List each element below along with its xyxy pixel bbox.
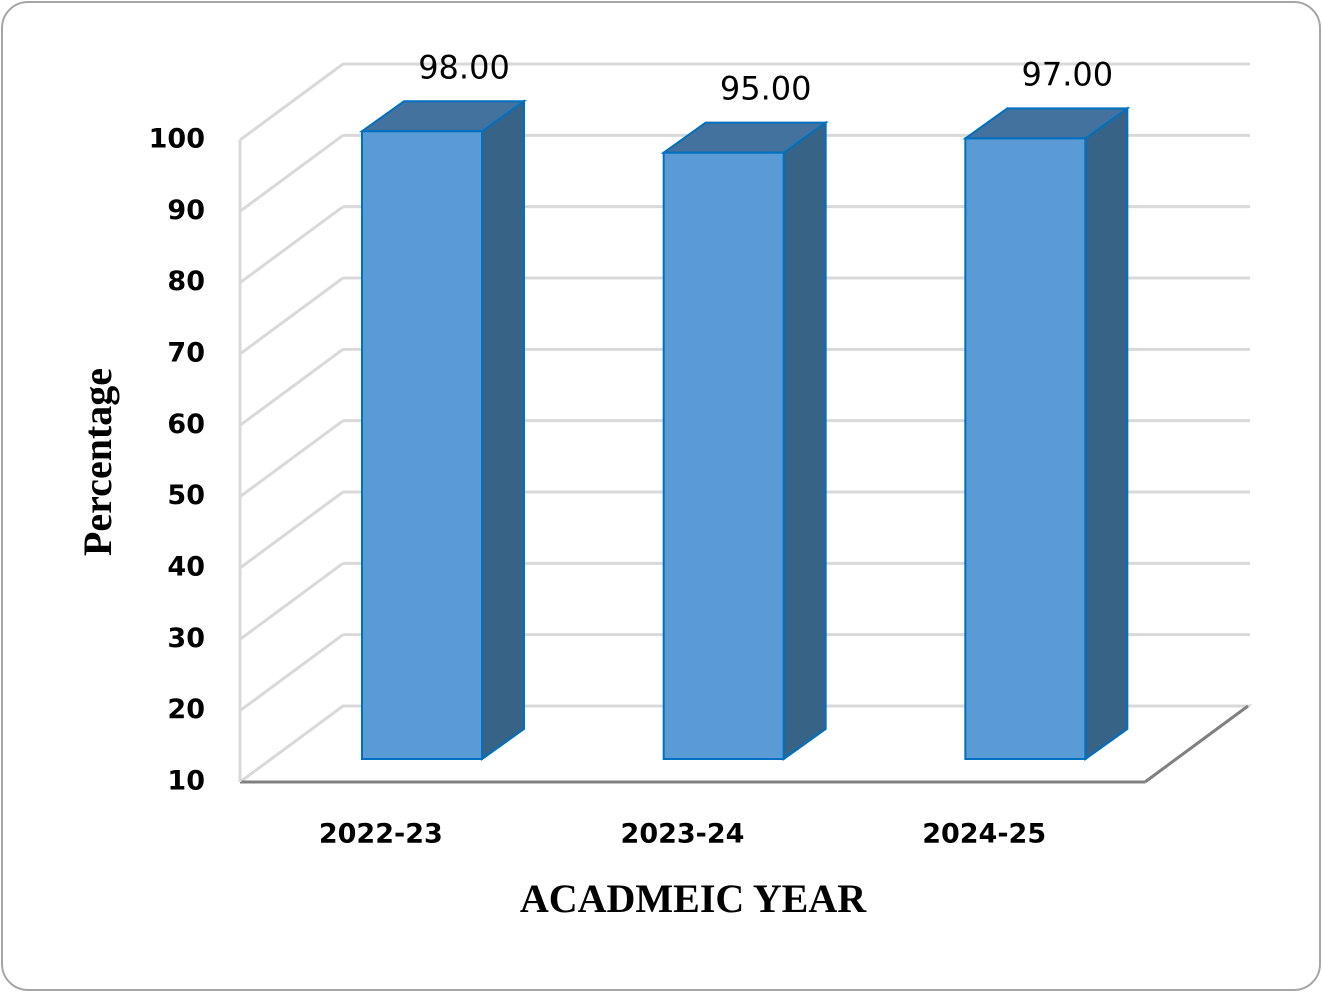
grid-line (239, 562, 344, 641)
bar-side (782, 120, 827, 761)
value-label: 98.00 (418, 48, 510, 86)
bar (662, 151, 785, 760)
x-axis-title: ACADMEIC YEAR (520, 876, 867, 921)
bar-side (481, 99, 526, 761)
y-tick-label: 40 (167, 552, 205, 583)
grid-line (239, 205, 344, 284)
y-tick-label: 90 (167, 195, 205, 226)
y-tick-label: 10 (167, 766, 205, 797)
grid-line (239, 633, 344, 712)
x-tick-label: 2024-25 (922, 819, 1046, 850)
y-tick-label: 60 (167, 409, 205, 440)
grid-line (239, 62, 344, 142)
y-axis-title: Percentage (75, 368, 120, 556)
floor-edge (1144, 704, 1249, 784)
bar (361, 130, 484, 760)
grid-line (239, 348, 344, 427)
value-label: 95.00 (720, 70, 812, 108)
grid-line (239, 490, 344, 570)
y-tick-label: 20 (167, 694, 205, 725)
y-tick-label: 70 (167, 338, 205, 369)
y-tick-label: 30 (167, 623, 205, 654)
grid-line (239, 419, 344, 498)
y-tick-label: 50 (167, 480, 205, 511)
x-tick-label: 2023-24 (621, 819, 745, 850)
grid-line (239, 276, 344, 356)
y-tick-label: 80 (167, 266, 205, 297)
bar-side (1084, 106, 1129, 761)
y-tick-label: 100 (149, 124, 205, 155)
grid-line (239, 134, 344, 213)
value-label: 97.00 (1022, 55, 1114, 93)
bar (964, 137, 1087, 760)
x-tick-label: 2022-23 (319, 819, 443, 850)
